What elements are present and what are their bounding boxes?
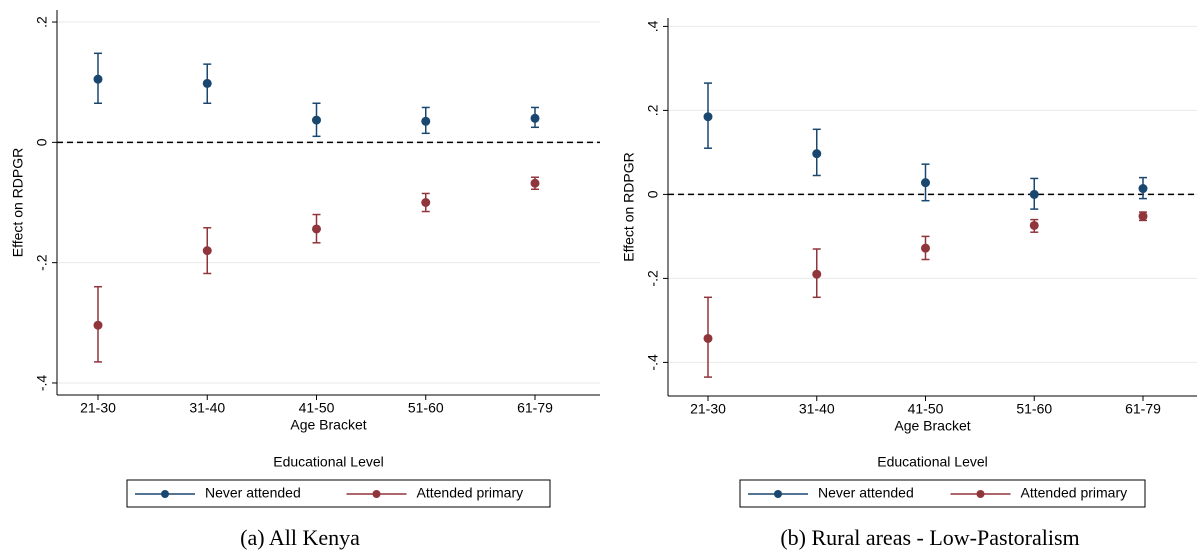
y-tick-label: 0 (645, 190, 661, 198)
caption: (a) All Kenya (240, 525, 360, 550)
point (1138, 184, 1148, 194)
x-tick-label: 21-30 (80, 400, 116, 416)
x-tick-label: 51-60 (1016, 401, 1052, 417)
point (530, 178, 540, 188)
y-tick-label: -.4 (34, 375, 50, 392)
point (703, 333, 713, 343)
point (1029, 189, 1039, 199)
point (202, 78, 212, 88)
point (312, 115, 321, 125)
x-tick-label: 61-79 (517, 400, 553, 416)
point (530, 113, 540, 123)
point (421, 198, 431, 207)
y-tick-label: .2 (34, 16, 50, 28)
point (921, 243, 930, 253)
legend-marker (976, 490, 985, 498)
legend-box (126, 479, 551, 508)
point (812, 269, 822, 279)
y-axis-title: Effect on RDPGR (621, 152, 637, 261)
legend-marker (372, 490, 381, 498)
x-tick-label: 61-79 (1125, 401, 1161, 417)
legend-title: Educational Level (877, 454, 988, 470)
legend-marker (774, 490, 782, 498)
point (202, 246, 212, 256)
x-tick-label: 41-50 (299, 400, 335, 416)
point (93, 320, 103, 330)
x-tick-label: 51-60 (408, 400, 444, 416)
x-tick-label: 31-40 (189, 400, 225, 416)
legend-label: Never attended (205, 485, 301, 501)
point (921, 178, 930, 188)
legend-label: Attended primary (417, 485, 524, 501)
y-tick-label: .2 (645, 104, 661, 116)
x-tick-label: 21-30 (690, 401, 726, 417)
legend-box (739, 479, 1146, 508)
point (703, 112, 713, 122)
point (812, 149, 822, 159)
x-axis-title: Age Bracket (290, 417, 366, 433)
y-tick-label: 0 (34, 138, 50, 146)
point (1138, 211, 1148, 221)
legend-marker (161, 490, 169, 498)
x-axis-title: Age Bracket (894, 418, 970, 434)
legend-label: Never attended (818, 485, 914, 501)
y-tick-label: -.2 (34, 254, 50, 271)
x-tick-label: 41-50 (908, 401, 944, 417)
x-tick-label: 31-40 (799, 401, 835, 417)
point (421, 116, 431, 126)
y-tick-label: -.4 (645, 354, 661, 371)
point (312, 224, 321, 234)
point (1029, 220, 1039, 230)
caption: (b) Rural areas - Low-Pastoralism (780, 525, 1079, 550)
y-axis-title: Effect on RDPGR (10, 148, 26, 257)
point (93, 74, 103, 84)
legend-label: Attended primary (1021, 485, 1128, 501)
legend-title: Educational Level (273, 454, 384, 470)
y-tick-label: -.2 (645, 270, 661, 287)
y-tick-label: .4 (645, 20, 661, 32)
